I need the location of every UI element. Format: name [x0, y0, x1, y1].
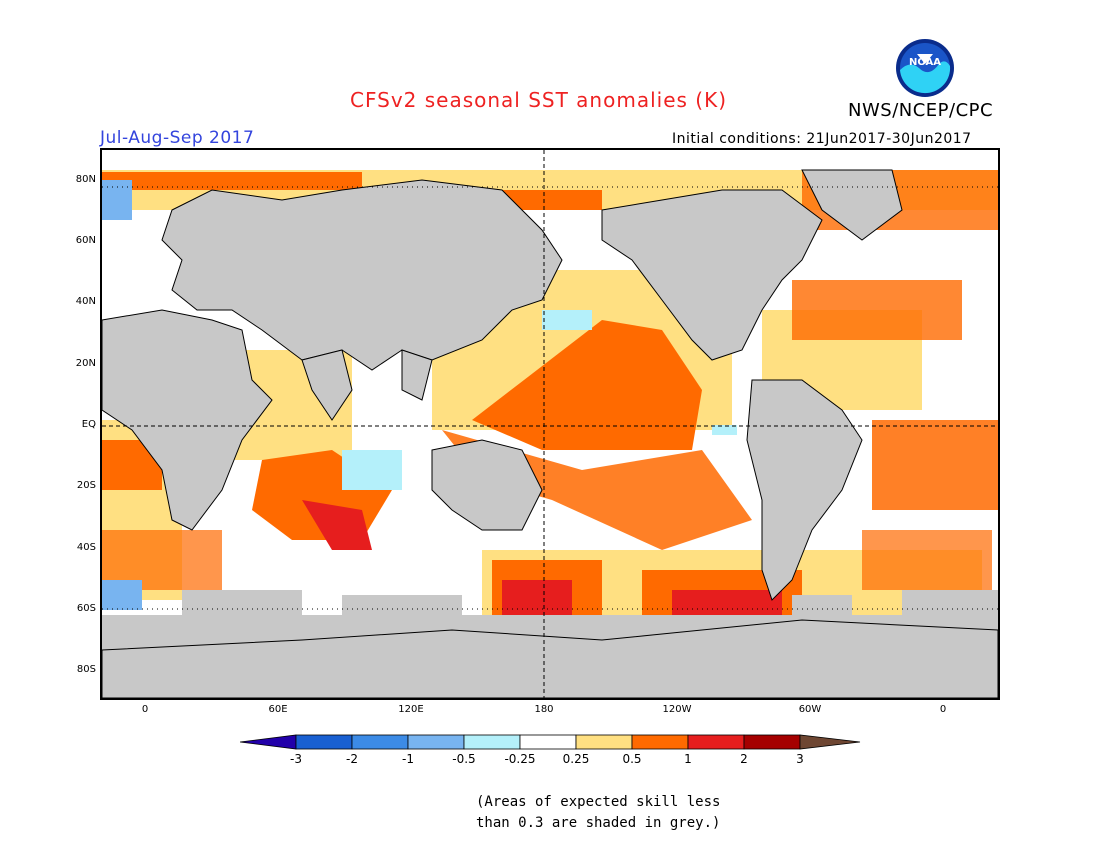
colorbar-label-05: 0.5 — [622, 752, 642, 766]
lat-label-80s: 80S — [76, 664, 96, 675]
lon-label-120e: 120E — [398, 704, 424, 715]
colorbar-label-neg3: -3 — [290, 752, 302, 766]
lon-label-60w: 60W — [798, 704, 822, 715]
colorbar-label-3: 3 — [796, 752, 804, 766]
noaa-logo-text: NOAA — [909, 57, 941, 68]
noaa-logo: NOAA — [896, 39, 954, 97]
lat-label-20s: 20S — [76, 480, 96, 491]
skill-note: (Areas of expected skill less than 0.3 a… — [476, 792, 720, 834]
organization-label: NWS/NCEP/CPC — [848, 100, 994, 121]
lon-label-60e: 60E — [268, 704, 288, 715]
sst-anomaly-map — [100, 148, 1000, 700]
skill-note-line1: (Areas of expected skill less — [476, 794, 721, 810]
lat-label-40s: 40S — [76, 542, 96, 553]
lon-label-0: 0 — [141, 704, 149, 715]
lon-label-180: 180 — [534, 704, 554, 715]
lat-label-40n: 40N — [75, 296, 96, 307]
lon-label-120w: 120W — [662, 704, 692, 715]
season-label: Jul-Aug-Sep 2017 — [100, 128, 255, 148]
color-scale-bar — [240, 734, 861, 750]
lon-label-0-east: 0 — [939, 704, 947, 715]
colorbar-label-neg025: -0.25 — [504, 752, 536, 766]
lat-label-80n: 80N — [75, 174, 96, 185]
map-canvas — [102, 150, 998, 698]
lat-label-60n: 60N — [75, 235, 96, 246]
colorbar-label-2: 2 — [740, 752, 748, 766]
colorbar-label-neg05: -0.5 — [452, 752, 476, 766]
colorbar-label-neg1: -1 — [402, 752, 414, 766]
chart-title: CFSv2 seasonal SST anomalies (K) — [350, 88, 727, 112]
lat-label-60s: 60S — [76, 603, 96, 614]
initial-conditions-label: Initial conditions: 21Jun2017-30Jun2017 — [672, 131, 972, 147]
land — [102, 169, 998, 698]
lat-label-eq: EQ — [81, 419, 96, 430]
colorbar-label-025: 0.25 — [562, 752, 590, 766]
colorbar-label-neg2: -2 — [346, 752, 358, 766]
skill-note-line2: than 0.3 are shaded in grey.) — [476, 815, 721, 831]
colorbar-label-1: 1 — [684, 752, 692, 766]
lat-label-20n: 20N — [75, 358, 96, 369]
grid-lines — [102, 150, 998, 698]
